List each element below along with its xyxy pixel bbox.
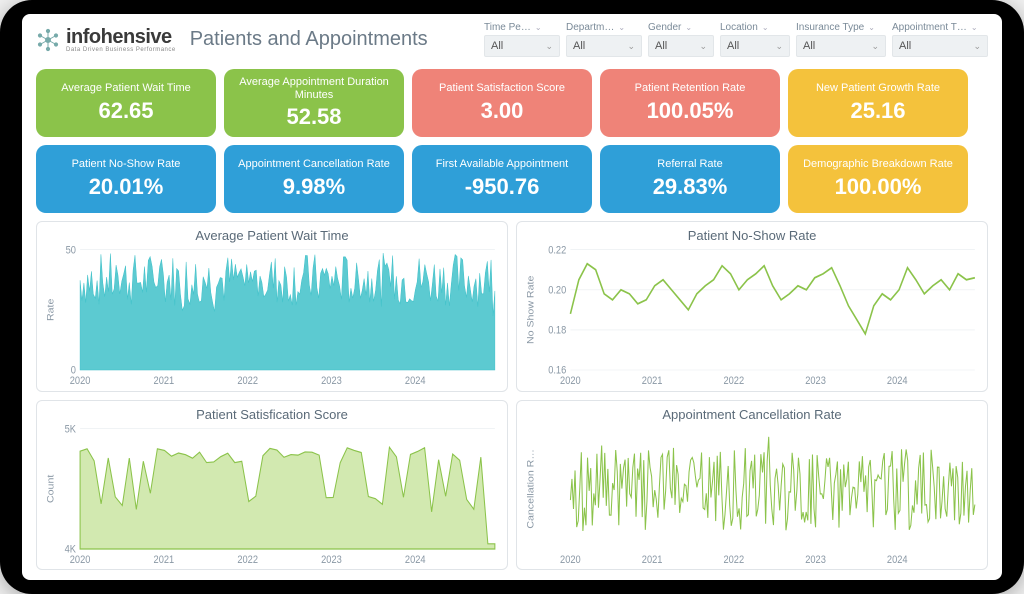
svg-text:2023: 2023 [321,554,342,565]
header: infohensive Data Driven Business Perform… [22,14,1002,63]
svg-text:2024: 2024 [887,376,908,387]
svg-text:2022: 2022 [237,554,258,565]
svg-text:2021: 2021 [154,376,175,387]
logo-icon [36,28,60,52]
filter-location: Location⌄ All⌄ [720,22,790,57]
filter-gender: Gender⌄ All⌄ [648,22,714,57]
card-satisfaction: Patient Satisfaction Score 3.00 [412,69,592,137]
card-referral: Referral Rate 29.83% [600,145,780,213]
filter-department-select[interactable]: All⌄ [566,35,642,57]
tablet-frame: infohensive Data Driven Business Perform… [0,0,1024,594]
svg-text:2020: 2020 [560,554,581,565]
logo-tagline: Data Driven Business Performance [66,47,176,53]
filter-appointment-type: Appointment T…⌄ All⌄ [892,22,988,57]
chevron-down-icon: ⌄ [871,41,879,52]
svg-text:2024: 2024 [405,554,426,565]
filter-location-select[interactable]: All⌄ [720,35,790,57]
kpi-cards: Average Patient Wait Time 62.65 Average … [22,63,1002,217]
filter-gender-select[interactable]: All⌄ [648,35,714,57]
svg-text:2021: 2021 [154,554,175,565]
svg-text:2020: 2020 [560,376,581,387]
chevron-down-icon: ⌄ [535,23,542,32]
filter-department: Departm…⌄ All⌄ [566,22,642,57]
svg-text:2021: 2021 [642,554,663,565]
dashboard-screen: infohensive Data Driven Business Perform… [22,14,1002,580]
svg-text:Rate: Rate [46,298,56,321]
svg-text:2022: 2022 [723,376,744,387]
card-wait-time: Average Patient Wait Time 62.65 [36,69,216,137]
svg-text:50: 50 [66,245,77,256]
svg-text:Count: Count [46,474,56,503]
card-cancellation: Appointment Cancellation Rate 9.98% [224,145,404,213]
chevron-down-icon: ⌄ [685,23,692,32]
svg-text:2022: 2022 [237,376,258,387]
svg-text:0.18: 0.18 [548,325,566,337]
filter-insurance: Insurance Type⌄ All⌄ [796,22,886,57]
filter-insurance-select[interactable]: All⌄ [796,35,886,57]
card-new-growth: New Patient Growth Rate 25.16 [788,69,968,137]
chevron-down-icon: ⌄ [762,23,769,32]
svg-text:2023: 2023 [805,376,826,387]
svg-text:2024: 2024 [887,554,908,565]
chart-satisfaction: Patient Satisfication Score 4K5K20202021… [36,400,508,571]
chevron-down-icon: ⌄ [971,23,978,32]
logo: infohensive Data Driven Business Perform… [36,26,176,53]
chevron-down-icon: ⌄ [618,23,625,32]
card-duration: Average Appointment Duration Minutes 52.… [224,69,404,137]
svg-text:5K: 5K [65,424,77,435]
card-no-show: Patient No-Show Rate 20.01% [36,145,216,213]
filter-appointment-type-select[interactable]: All⌄ [892,35,988,57]
chart-no-show: Patient No-Show Rate 0.160.180.200.22202… [516,221,988,392]
chevron-down-icon: ⌄ [627,41,635,52]
svg-text:0.20: 0.20 [548,285,566,297]
charts-grid: Average Patient Wait Time 05020202021202… [22,217,1002,580]
card-first-available: First Available Appointment -950.76 [412,145,592,213]
filter-time-select[interactable]: All⌄ [484,35,560,57]
filters-bar: Time Pe…⌄ All⌄ Departm…⌄ All⌄ Gender⌄ Al… [484,22,988,57]
chevron-down-icon: ⌄ [545,41,553,52]
chevron-down-icon: ⌄ [973,41,981,52]
chart-wait-time: Average Patient Wait Time 05020202021202… [36,221,508,392]
svg-text:2020: 2020 [70,554,91,565]
svg-text:2020: 2020 [70,376,91,387]
svg-text:2021: 2021 [642,376,663,387]
card-retention: Patient Retention Rate 100.05% [600,69,780,137]
card-demographic: Demographic Breakdown Rate 100.00% [788,145,968,213]
logo-name: infohensive [66,26,176,49]
svg-text:Cancellation R…: Cancellation R… [526,449,536,529]
svg-text:0.22: 0.22 [548,245,566,256]
svg-text:No Show Rate: No Show Rate [526,275,536,344]
chevron-down-icon: ⌄ [699,41,707,52]
svg-text:2022: 2022 [723,554,744,565]
svg-text:2023: 2023 [805,554,826,565]
chevron-down-icon: ⌄ [775,41,783,52]
chevron-down-icon: ⌄ [868,23,875,32]
page-title: Patients and Appointments [190,28,428,51]
svg-text:2023: 2023 [321,376,342,387]
chart-cancellation: Appointment Cancellation Rate 2020202120… [516,400,988,571]
svg-text:2024: 2024 [405,376,426,387]
filter-time: Time Pe…⌄ All⌄ [484,22,560,57]
